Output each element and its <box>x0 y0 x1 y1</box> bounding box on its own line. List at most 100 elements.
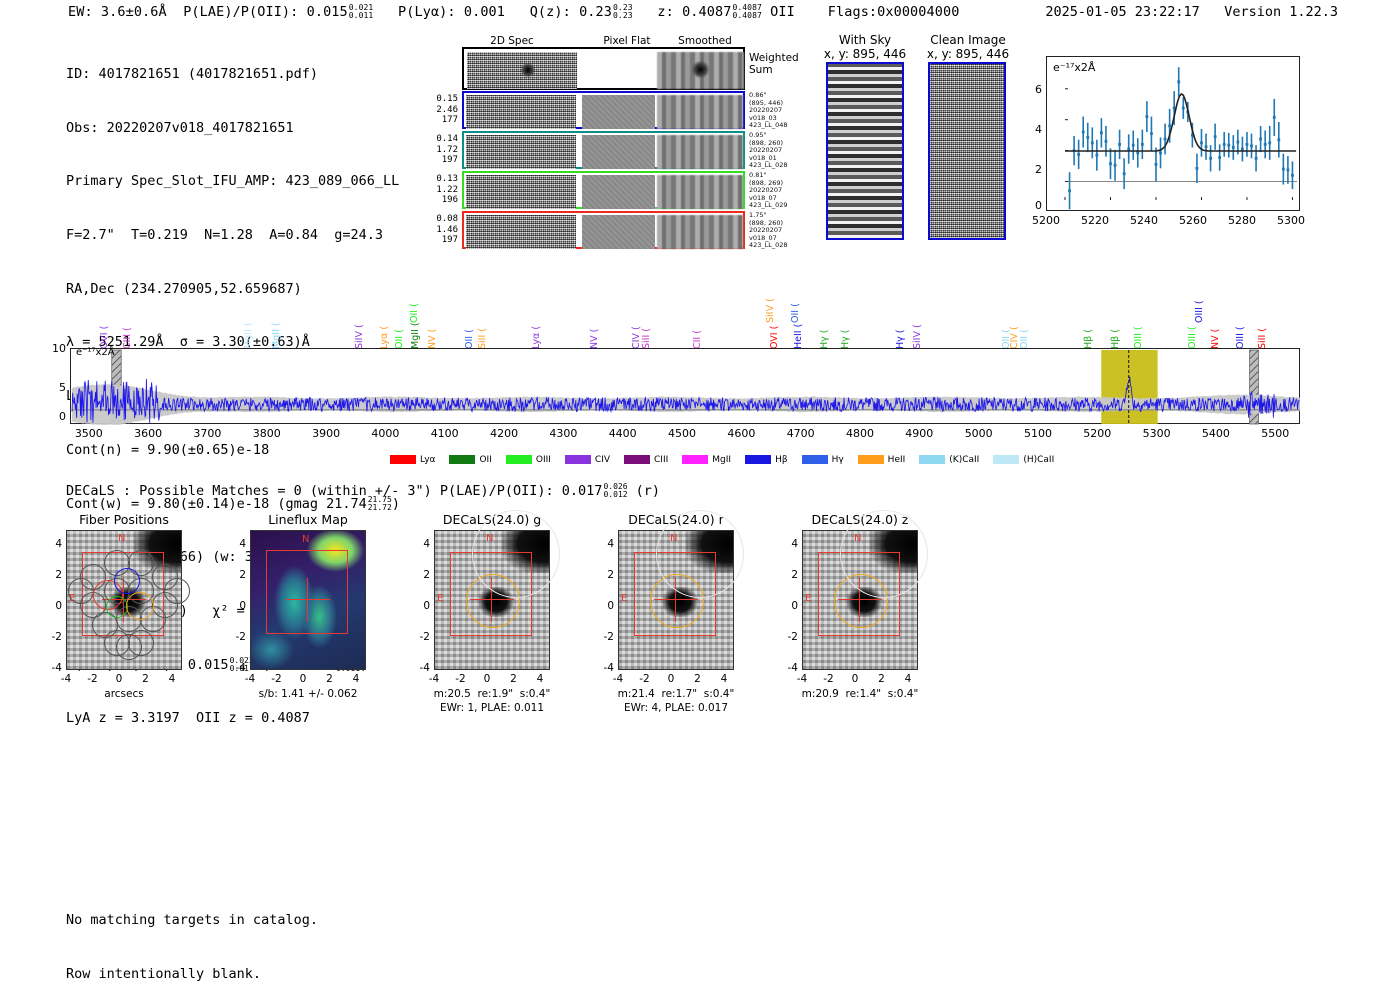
legend-label: (H)CaII <box>1023 454 1055 465</box>
cutout-ytick: -2 <box>51 631 62 643</box>
header-plya: P(Lyα): 0.001 <box>398 4 506 20</box>
legend-item[interactable]: (H)CaII <box>993 455 1054 465</box>
line-marker-label: Hγ ( <box>819 329 831 350</box>
legend-label: OIII <box>535 454 551 465</box>
line-marker-label: OIII ( <box>1194 300 1206 323</box>
fiber-circle-orange <box>126 592 154 620</box>
full-spectrum-xtick: 3700 <box>193 427 222 440</box>
cutout-xtick: -4 <box>796 673 808 685</box>
cutout-ytick: -4 <box>787 662 798 674</box>
cutout-ytick: 2 <box>55 569 62 581</box>
cutout-caption: s/b: 1.41 +/- 0.062 <box>258 688 358 700</box>
legend-item[interactable]: CIV <box>564 455 610 465</box>
header-timestamp-version: 2025-01-05 23:22:17 Version 1.22.3 <box>1045 4 1338 20</box>
legend-item[interactable]: OIII <box>505 454 551 465</box>
legend-label: Hβ <box>775 454 788 465</box>
line-marker-label: OII ( <box>463 329 475 349</box>
spec2d-row-right-label: 0.95" (898, 260) 20220207 v018_01 423_LL… <box>749 131 788 170</box>
compass-e: E <box>621 593 628 604</box>
spec2d-fiber-row <box>462 211 745 249</box>
full-spectrum-xtick: 4800 <box>846 427 874 440</box>
spec2d-fiber-row <box>462 171 745 209</box>
cutout-xtick: 0 <box>851 673 859 685</box>
line-marker-label: MgII ( <box>270 322 282 349</box>
header-plae-value: 0.015 <box>306 4 348 20</box>
spec2d-col-title-pixelflat: Pixel Flat <box>603 35 651 47</box>
line-marker-label: Hβ ( <box>1083 329 1095 349</box>
cutout-ytick: 0 <box>791 600 798 612</box>
line-marker-label: SiII ( <box>477 328 489 349</box>
emission-xtick: 5260 <box>1179 214 1207 227</box>
compass-n: N <box>118 533 126 544</box>
emission-line-plot: e⁻¹⁷x2Å <box>1046 56 1300 211</box>
legend-item[interactable]: HeII <box>857 455 905 465</box>
line-marker-label: OIII ( <box>1235 326 1247 349</box>
compass-e: E <box>805 593 812 604</box>
cleanimage-image <box>928 62 1006 240</box>
cleanimage-title: Clean Image <box>930 33 1006 47</box>
legend-label: Lyα <box>420 454 436 465</box>
header-plae-label: P(LAE)/P(OII): <box>183 4 299 20</box>
legend-label: CIII <box>654 454 669 465</box>
cutout-title: Lineflux Map <box>268 512 348 527</box>
full-spectrum-xtick: 4100 <box>430 427 459 440</box>
full-spectrum-xtick: 4400 <box>608 427 637 440</box>
full-spectrum-xtick: 4500 <box>668 427 696 440</box>
spec2d-fiber-row <box>462 91 745 129</box>
full-spectrum-xtick: 4000 <box>371 427 400 440</box>
cutout-xtick: -2 <box>455 673 466 685</box>
version: Version 1.22.3 <box>1224 4 1338 20</box>
full-spectrum-ytick: 10 <box>52 342 66 355</box>
legend-item[interactable]: Hβ <box>745 455 788 465</box>
emission-xtick: 5240 <box>1130 214 1158 227</box>
legend-item[interactable]: Hγ <box>801 455 844 465</box>
spec2d-weighted-sum-label: Weighted Sum <box>749 52 799 76</box>
cutout-ytick: 2 <box>791 569 798 581</box>
cutout-xtick: -4 <box>428 673 440 685</box>
spec2d-row-left-label: 0.15 2.46 177 <box>436 94 458 125</box>
legend-item[interactable]: CIII <box>624 455 668 465</box>
decals-header-text: DECaLS : Possible Matches = 0 (within +/… <box>66 483 603 499</box>
fiber-circle-blue <box>114 568 140 594</box>
cutout-xtick: -2 <box>823 673 834 685</box>
legend-swatch <box>624 455 651 464</box>
header-qz-frac: 0.23 0.23 <box>613 3 633 20</box>
line-marker-label: OIII ( <box>1132 326 1144 349</box>
info-cont-n: Cont(n) = 9.90(±0.65)e-18 <box>66 441 270 458</box>
footer-note: No matching targets in catalog. Row inte… <box>66 875 318 1001</box>
legend-label: MgII <box>712 454 732 465</box>
info-id: ID: 4017821651 (4017821651.pdf) <box>66 65 318 82</box>
line-marker-label: SiII ( <box>1257 328 1269 349</box>
cleanimage-subtitle: x, y: 895, 446 <box>926 47 1010 61</box>
emission-ytick: 2 <box>1035 163 1042 176</box>
spec2d-col-title-2dspec: 2D Spec <box>490 35 534 47</box>
fiber-circle <box>116 634 142 660</box>
cutout-xtick: -2 <box>639 673 650 685</box>
cutout-ytick: -2 <box>419 631 430 643</box>
legend-swatch <box>919 455 946 464</box>
decals-header-frac: 0.026 0.012 <box>603 482 628 499</box>
legend-item[interactable]: MgII <box>682 455 731 465</box>
legend-item[interactable]: OII <box>449 455 492 465</box>
cutout-xtick: 0 <box>667 673 675 685</box>
legend-swatch <box>745 455 772 464</box>
line-marker-label: OII ( <box>1019 329 1031 349</box>
line-marker-label: SiIV ( <box>353 324 365 349</box>
legend-item[interactable]: Lyα <box>390 455 435 465</box>
cutout-ytick: 4 <box>791 538 798 550</box>
cutout-caption-secondary: EWr: 4, PLAE: 0.017 <box>623 702 729 714</box>
full-spectrum-xtick: 5300 <box>1142 427 1171 440</box>
cutout-ytick: -2 <box>235 631 246 643</box>
emission-ytick: 6 <box>1035 83 1042 96</box>
fiber-circle-green <box>106 596 128 618</box>
legend-swatch <box>857 455 884 464</box>
cutout-xtick: 2 <box>326 673 333 685</box>
header-z-frac: 0.4087 0.4087 <box>732 3 762 20</box>
legend-item[interactable]: (K)CaII <box>919 455 979 465</box>
cutout-xtick: 4 <box>168 673 176 685</box>
info-params: F=2.7" T=0.219 N=1.28 A=0.84 g=24.3 <box>66 226 383 243</box>
cutout-xtick: 4 <box>904 673 912 685</box>
cutout-ytick: -2 <box>603 631 614 643</box>
contour-arc <box>472 510 560 598</box>
compass-n: N <box>302 534 310 545</box>
